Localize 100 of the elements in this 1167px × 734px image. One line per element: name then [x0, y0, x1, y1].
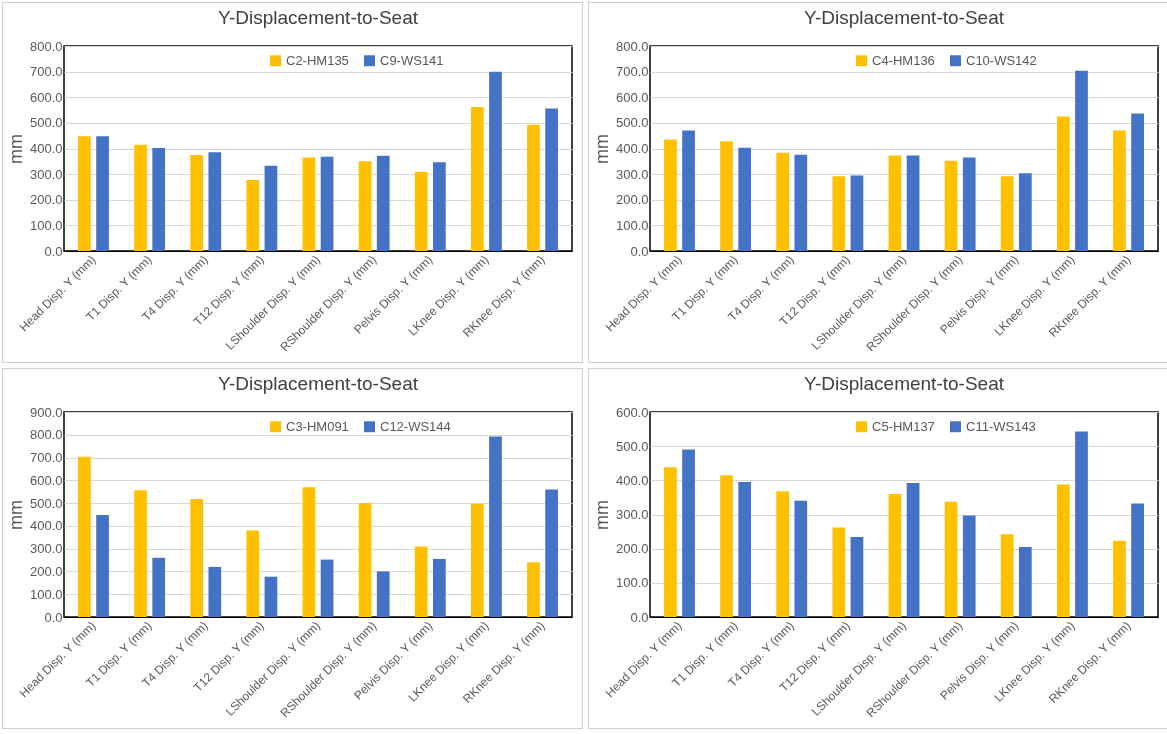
- bar: [527, 562, 540, 617]
- chart-title: Y-Displacement-to-Seat: [218, 7, 419, 28]
- y-tick-label: 200.0: [29, 563, 63, 579]
- y-tick-label: 900.0: [29, 404, 63, 420]
- bar: [944, 501, 958, 617]
- bar: [190, 154, 204, 251]
- bar: [776, 152, 790, 251]
- bar: [906, 155, 920, 251]
- y-tick-label: 200.0: [615, 541, 649, 557]
- bar: [888, 494, 902, 617]
- y-tick-label: 200.0: [29, 192, 63, 208]
- bar: [832, 176, 846, 251]
- y-tick-label: 400.0: [615, 141, 649, 156]
- y-tick-label: 500.0: [615, 438, 649, 454]
- bar: [906, 483, 920, 617]
- bar: [264, 165, 278, 251]
- legend-label: C11-WS143: [966, 418, 1036, 434]
- bar: [850, 537, 864, 617]
- bar: [470, 503, 484, 617]
- bar: [134, 490, 147, 617]
- y-tick-label: 500.0: [29, 115, 63, 131]
- y-tick-label: 100.0: [615, 217, 649, 233]
- bar: [1000, 176, 1014, 251]
- bar: [682, 130, 695, 251]
- bar: [1056, 484, 1070, 617]
- legend-label: C10-WS142: [966, 52, 1037, 68]
- y-axis-title: mm: [591, 134, 612, 164]
- y-tick-label: 0.0: [44, 609, 63, 625]
- bar: [489, 436, 502, 617]
- bar: [376, 155, 390, 251]
- y-tick-label: 600.0: [29, 89, 63, 105]
- legend-label: C5-HM137: [872, 418, 935, 434]
- bar: [208, 152, 222, 251]
- legend-label: C12-WS144: [380, 418, 451, 434]
- bar: [320, 156, 334, 251]
- bar: [489, 71, 502, 251]
- bar: [664, 467, 677, 617]
- legend-label: C3-HM091: [286, 418, 349, 434]
- bar: [302, 487, 316, 617]
- y-tick-label: 100.0: [29, 217, 63, 233]
- y-tick-label: 600.0: [615, 404, 649, 420]
- y-tick-label: 300.0: [615, 507, 649, 522]
- bar: [1131, 503, 1144, 617]
- bar: [794, 154, 808, 251]
- bar: [320, 559, 334, 617]
- bar: [962, 515, 976, 617]
- bar: [962, 157, 976, 251]
- bar: [1075, 431, 1088, 617]
- y-tick-label: 800.0: [29, 427, 63, 443]
- y-tick-label: 700.0: [615, 64, 649, 80]
- bar: [545, 489, 558, 617]
- bar: [152, 557, 166, 617]
- y-tick-label: 100.0: [29, 586, 63, 602]
- bar: [545, 108, 558, 251]
- y-axis-title: mm: [5, 134, 26, 164]
- y-tick-label: 0.0: [630, 243, 649, 259]
- bar: [738, 147, 752, 251]
- bar: [302, 157, 316, 251]
- bar: [888, 155, 902, 251]
- bar: [1113, 130, 1126, 251]
- y-tick-label: 300.0: [29, 541, 63, 557]
- legend-label: C9-WS141: [380, 52, 444, 68]
- bar: [527, 124, 540, 251]
- bar: [682, 449, 695, 617]
- y-tick-label: 600.0: [615, 89, 649, 105]
- y-tick-label: 300.0: [29, 166, 63, 182]
- bar: [246, 530, 260, 617]
- bar: [1113, 540, 1126, 617]
- bar: [414, 546, 428, 617]
- y-tick-label: 300.0: [615, 166, 649, 182]
- bar: [1131, 113, 1144, 251]
- y-tick-label: 400.0: [29, 518, 63, 534]
- bar: [208, 566, 222, 617]
- y-tick-label: 700.0: [29, 64, 63, 80]
- bar: [1018, 546, 1032, 617]
- bar: [470, 106, 484, 251]
- y-tick-label: 500.0: [29, 495, 63, 511]
- y-tick-label: 200.0: [615, 192, 649, 208]
- bar: [152, 147, 166, 251]
- bar: [794, 500, 808, 617]
- y-tick-label: 400.0: [615, 472, 649, 488]
- bar: [96, 514, 109, 617]
- bar: [1075, 70, 1088, 251]
- y-axis-title: mm: [591, 500, 612, 530]
- y-tick-label: 800.0: [615, 38, 649, 54]
- y-tick-label: 0.0: [630, 609, 649, 625]
- bar: [190, 499, 204, 617]
- bar: [78, 456, 91, 617]
- bar: [1056, 116, 1070, 251]
- bar: [358, 161, 372, 251]
- bar: [664, 139, 677, 251]
- y-tick-label: 400.0: [29, 141, 63, 156]
- bar: [850, 175, 864, 251]
- bar: [944, 160, 958, 251]
- bar: [1018, 173, 1032, 251]
- legend-label: C4-HM136: [872, 52, 935, 68]
- bar: [376, 571, 390, 617]
- chart-title: Y-Displacement-to-Seat: [804, 373, 1005, 394]
- y-axis-title: mm: [5, 500, 26, 530]
- bar: [432, 162, 446, 251]
